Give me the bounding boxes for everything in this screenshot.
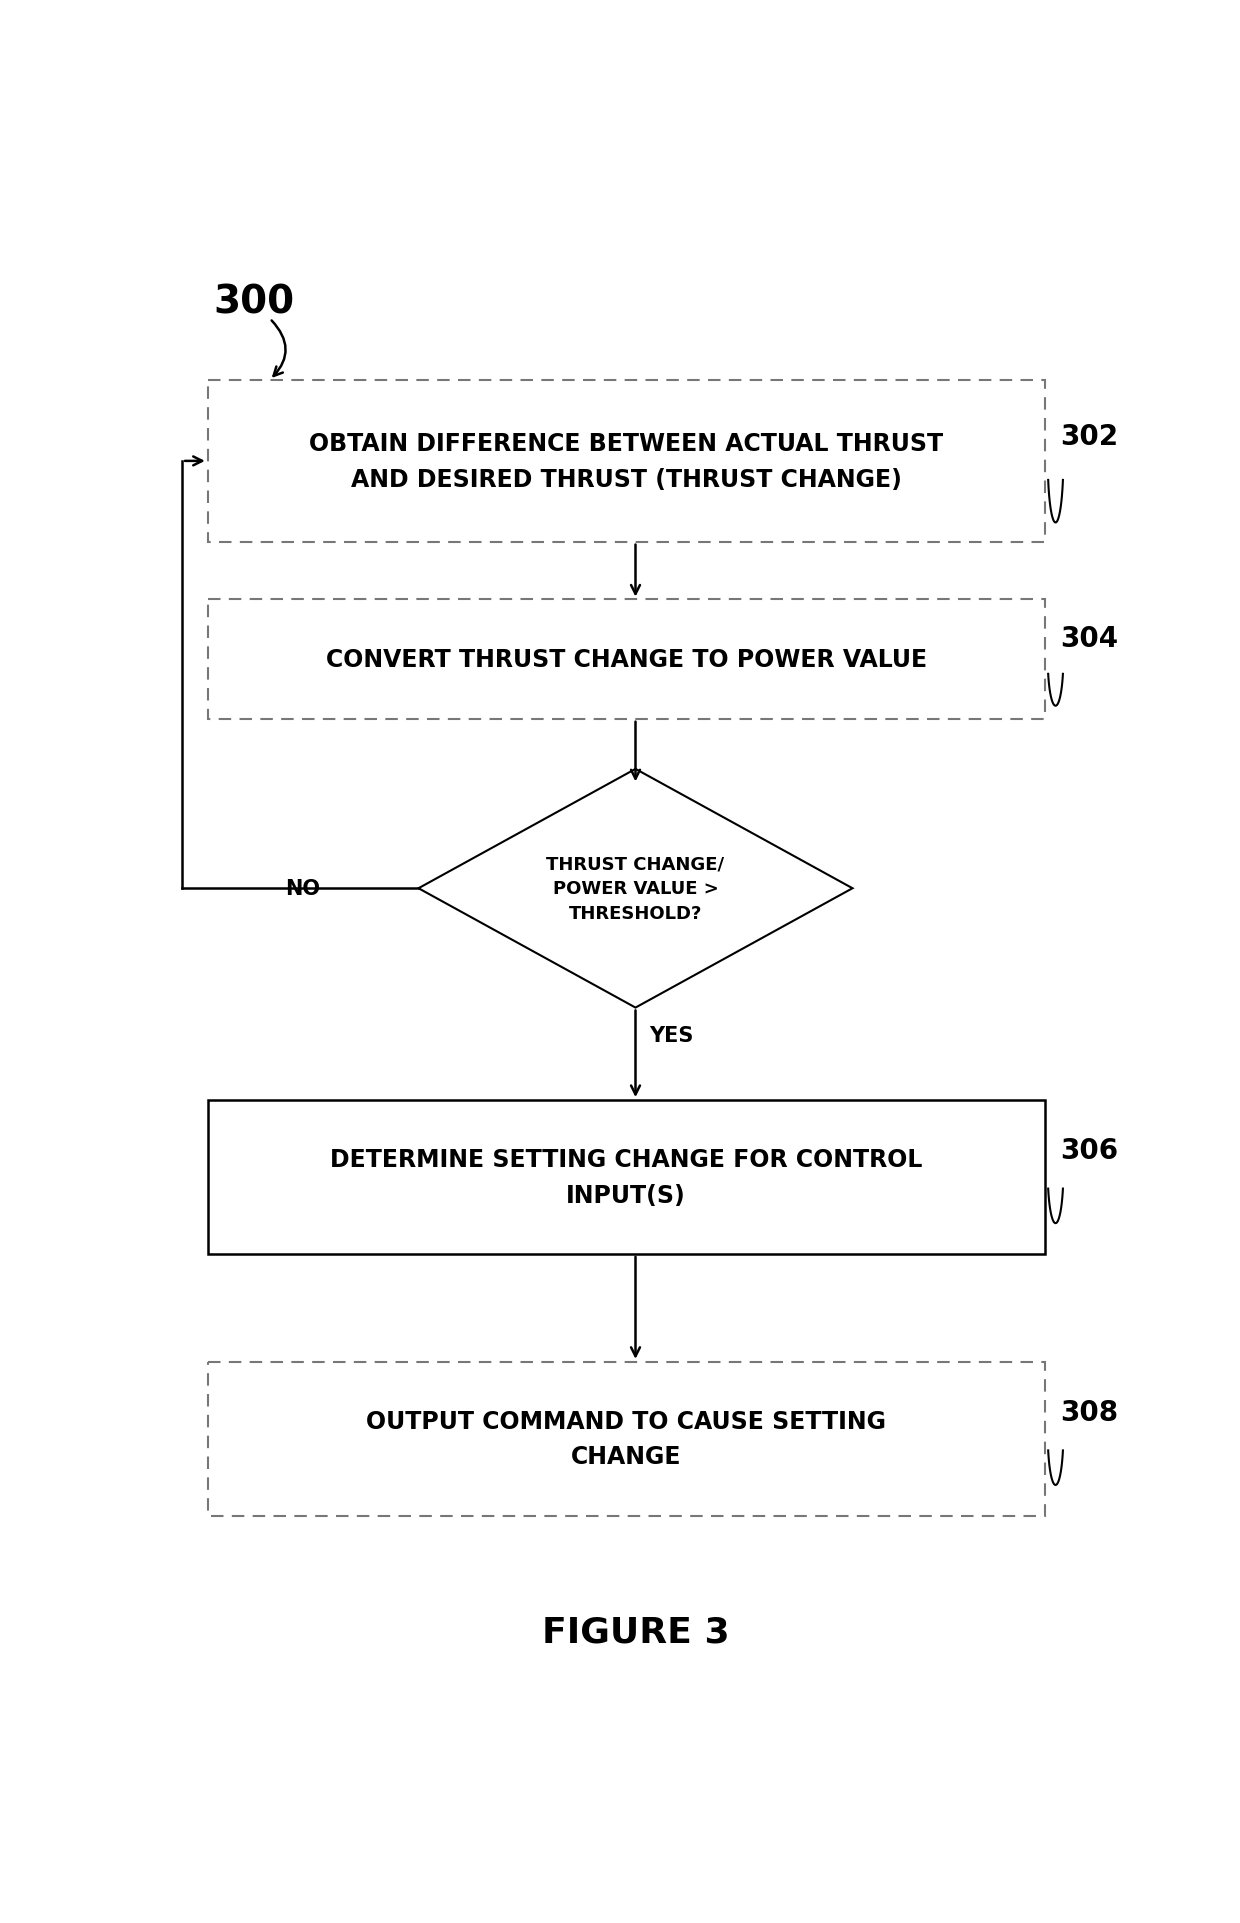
Bar (207, 1100, 1044, 1254)
Text: DETERMINE SETTING CHANGE FOR CONTROL
INPUT(S): DETERMINE SETTING CHANGE FOR CONTROL INP… (330, 1148, 923, 1208)
Text: FIGURE 3: FIGURE 3 (542, 1615, 729, 1648)
Text: CONVERT THRUST CHANGE TO POWER VALUE: CONVERT THRUST CHANGE TO POWER VALUE (326, 648, 926, 671)
Bar (207, 381, 1044, 542)
Text: OBTAIN DIFFERENCE BETWEEN ACTUAL THRUST
AND DESIRED THRUST (THRUST CHANGE): OBTAIN DIFFERENCE BETWEEN ACTUAL THRUST … (309, 433, 944, 490)
Text: YES: YES (650, 1025, 694, 1044)
Text: 302: 302 (1060, 423, 1118, 452)
Text: 308: 308 (1060, 1398, 1118, 1427)
Bar (207, 1361, 1044, 1515)
Text: 304: 304 (1060, 625, 1118, 652)
Text: NO: NO (285, 879, 320, 898)
Text: THRUST CHANGE/
POWER VALUE >
THRESHOLD?: THRUST CHANGE/ POWER VALUE > THRESHOLD? (547, 856, 724, 923)
Bar (207, 600, 1044, 719)
Text: 300: 300 (213, 283, 294, 321)
Text: OUTPUT COMMAND TO CAUSE SETTING
CHANGE: OUTPUT COMMAND TO CAUSE SETTING CHANGE (366, 1410, 887, 1469)
Polygon shape (419, 769, 853, 1008)
Text: 306: 306 (1060, 1136, 1118, 1165)
